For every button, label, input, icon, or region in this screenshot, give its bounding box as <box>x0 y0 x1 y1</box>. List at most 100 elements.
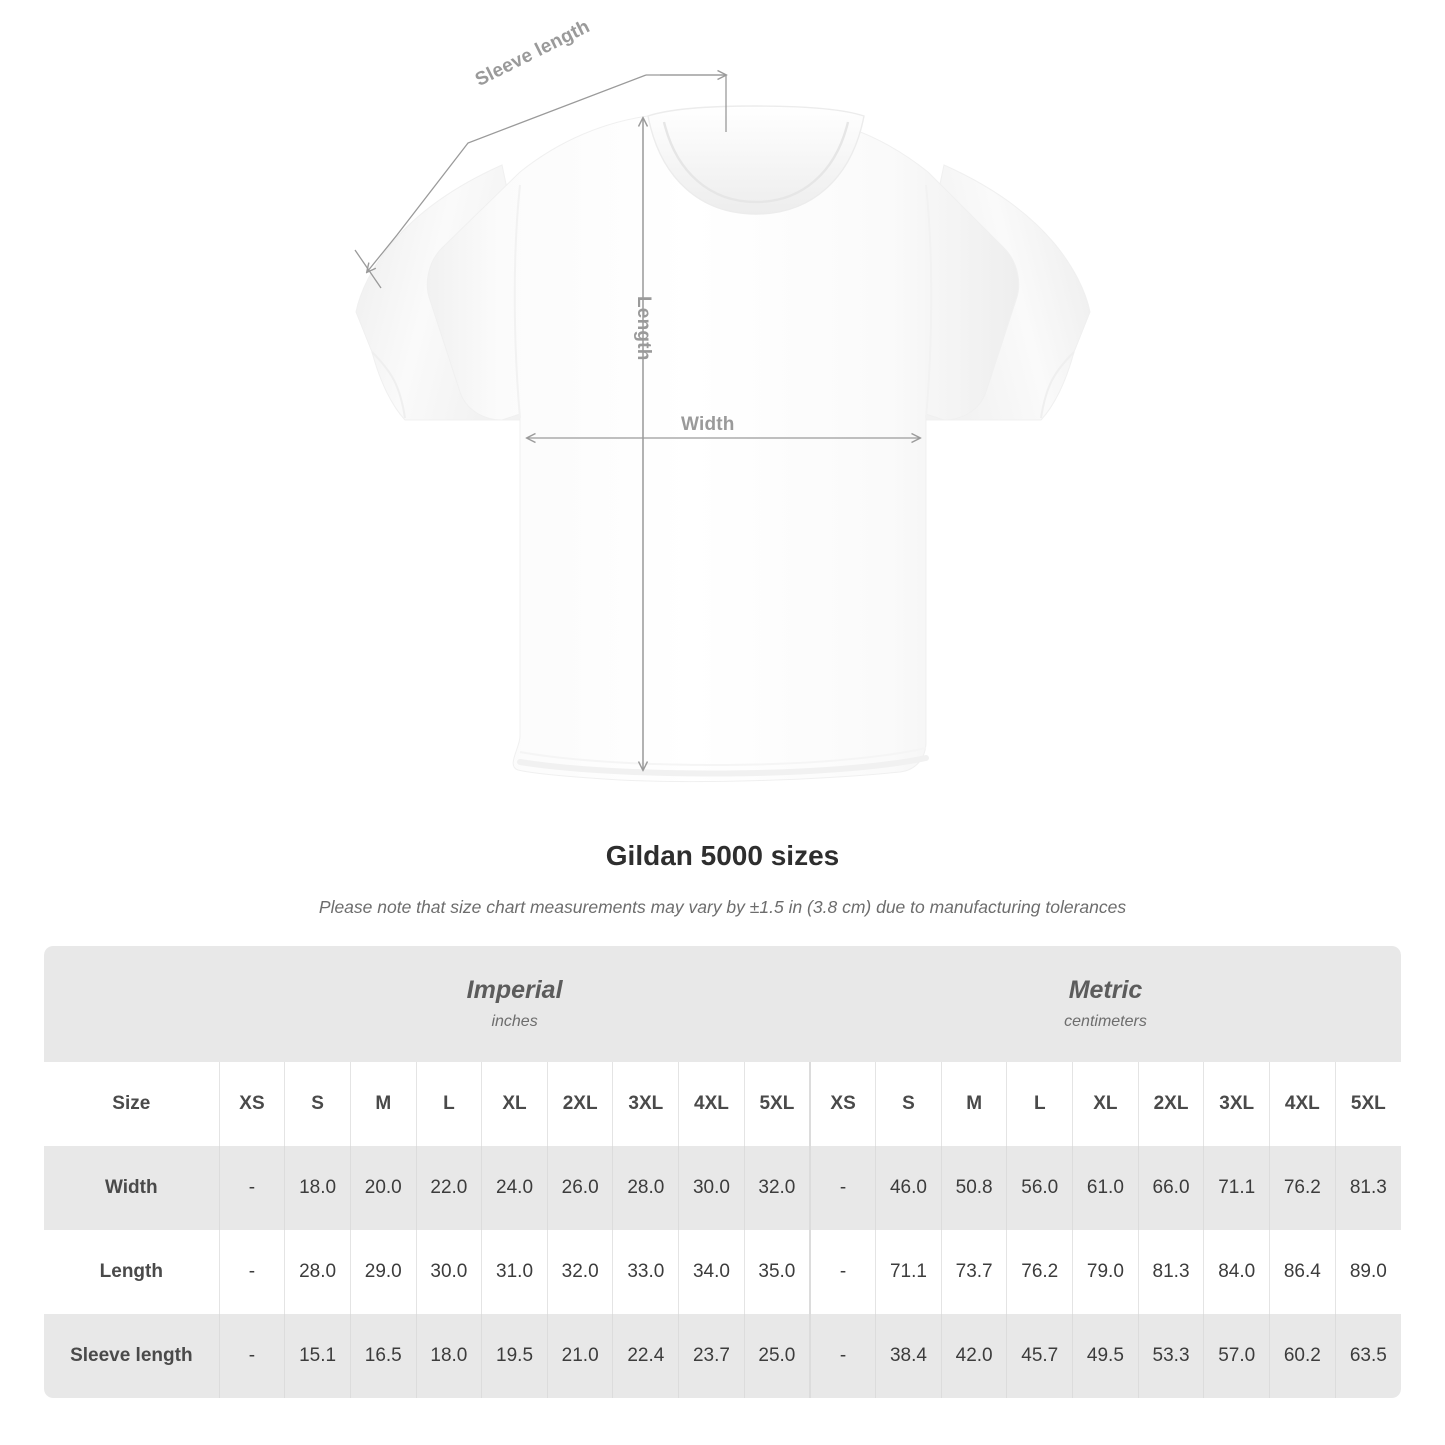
cell-width-metric-3xl: 71.1 <box>1203 1146 1270 1230</box>
cell-sleeve-length-metric-l: 45.7 <box>1006 1314 1073 1398</box>
cell-sleeve-length-metric-s: 38.4 <box>875 1314 942 1398</box>
cell-sleeve-length-imperial-3xl: 22.4 <box>612 1314 679 1398</box>
size-header-metric-4xl: 4XL <box>1269 1062 1336 1146</box>
size-header-imperial-xl: XL <box>481 1062 548 1146</box>
cell-width-metric-l: 56.0 <box>1006 1146 1073 1230</box>
table-row: Width -18.0 20.0 22.0 24.0 26.0 28.0 30.0 32.0-4… <box>44 1146 1401 1230</box>
cell-sleeve-length-imperial-5xl: 25.0 <box>743 1314 811 1398</box>
cell-length-metric-l: 76.2 <box>1006 1230 1073 1314</box>
size-header-imperial-3xl: 3XL <box>612 1062 679 1146</box>
unit-system-header-imperial: Imperial inches <box>219 946 811 1062</box>
cell-width-metric-s: 46.0 <box>875 1146 942 1230</box>
cell-width-imperial-2xl: 26.0 <box>546 1146 613 1230</box>
size-header-row: Size XS S M L XL 2XL 3XL 4XL 5XL XS S M L XL 2XL 3XL 4XL 5… <box>44 1062 1401 1146</box>
cell-width-imperial-s: 18.0 <box>284 1146 351 1230</box>
unit-system-name: Imperial <box>466 976 563 1004</box>
size-header-metric-s: S <box>875 1062 942 1146</box>
size-header-imperial-s: S <box>284 1062 351 1146</box>
cell-length-imperial-l: 30.0 <box>415 1230 482 1314</box>
cell-sleeve-length-metric-m: 42.0 <box>940 1314 1007 1398</box>
cell-length-imperial-4xl: 34.0 <box>678 1230 745 1314</box>
shirt-right-sleeve-seam <box>925 184 933 419</box>
measurement-label-length: Length <box>44 1230 220 1314</box>
shirt-hem-shadow <box>517 755 929 777</box>
cell-length-metric-5xl: 89.0 <box>1334 1230 1401 1314</box>
size-header-metric-3xl: 3XL <box>1203 1062 1270 1146</box>
cell-width-imperial-5xl: 32.0 <box>743 1146 811 1230</box>
size-column-header: Size <box>44 1062 220 1146</box>
unit-system-header-row: Imperial inches Metric centimeters <box>44 946 1401 1062</box>
measurement-label-width: Width <box>44 1146 220 1230</box>
shirt-right-cuff <box>1040 351 1075 419</box>
size-header-metric-l: L <box>1006 1062 1073 1146</box>
cell-sleeve-length-metric-5xl: 63.5 <box>1334 1314 1401 1398</box>
cell-width-imperial-4xl: 30.0 <box>678 1146 745 1230</box>
cell-length-metric-xs: - <box>809 1230 876 1314</box>
page-title: Gildan 5000 sizes <box>605 840 840 871</box>
unit-system-header-metric: Metric centimeters <box>810 946 1401 1062</box>
cell-length-metric-3xl: 84.0 <box>1203 1230 1270 1314</box>
table-row: Sleeve length -15.1 16.5 18.0 19.5 21.0 22.4 23… <box>44 1314 1401 1398</box>
cell-width-imperial-l: 22.0 <box>415 1146 482 1230</box>
size-header-imperial-4xl: 4XL <box>678 1062 745 1146</box>
shirt-body <box>426 111 1020 783</box>
cell-length-imperial-3xl: 33.0 <box>612 1230 679 1314</box>
cell-length-metric-s: 71.1 <box>875 1230 942 1314</box>
cell-sleeve-length-imperial-2xl: 21.0 <box>546 1314 613 1398</box>
unit-system-measure: inches <box>491 1013 538 1030</box>
cell-sleeve-length-metric-3xl: 57.0 <box>1203 1314 1270 1398</box>
cell-width-imperial-m: 20.0 <box>349 1146 417 1230</box>
size-header-imperial-2xl: 2XL <box>546 1062 613 1146</box>
measurement-label-sleeve-length: Sleeve length <box>44 1314 220 1398</box>
cell-width-metric-5xl: 81.3 <box>1334 1146 1401 1230</box>
cell-sleeve-length-metric-xl: 49.5 <box>1072 1314 1139 1398</box>
cell-length-imperial-5xl: 35.0 <box>743 1230 811 1314</box>
cell-width-metric-4xl: 76.2 <box>1269 1146 1336 1230</box>
size-header-imperial-m: M <box>349 1062 417 1146</box>
unit-system-measure: centimeters <box>1064 1013 1147 1030</box>
size-header-metric-xs: XS <box>809 1062 876 1146</box>
unit-row-spacer-left <box>44 946 220 1062</box>
shirt-hem-line <box>519 747 927 767</box>
size-chart-table-wrapper: Imperial inches Metric centimeters Size XS S M L… <box>44 946 1401 1398</box>
width-label: Width <box>681 414 735 435</box>
size-header-metric-2xl: 2XL <box>1137 1062 1204 1146</box>
cell-length-imperial-m: 29.0 <box>349 1230 417 1314</box>
cell-sleeve-length-imperial-xs: - <box>218 1314 285 1398</box>
size-chart-table: Imperial inches Metric centimeters Size XS S M L… <box>44 946 1401 1398</box>
length-label: Length <box>633 296 654 361</box>
shirt-left-sleeve-seam <box>513 184 521 419</box>
cell-sleeve-length-metric-xs: - <box>809 1314 876 1398</box>
cell-width-metric-2xl: 66.0 <box>1137 1146 1204 1230</box>
cell-length-imperial-xl: 31.0 <box>481 1230 548 1314</box>
cell-length-imperial-s: 28.0 <box>284 1230 351 1314</box>
cell-width-imperial-3xl: 28.0 <box>612 1146 679 1230</box>
chart-title-block: Gildan 5000 sizes Please note that size … <box>0 838 1445 918</box>
cell-width-metric-m: 50.8 <box>940 1146 1007 1230</box>
size-header-imperial-xs: XS <box>218 1062 285 1146</box>
cell-length-metric-m: 73.7 <box>940 1230 1007 1314</box>
size-header-metric-xl: XL <box>1072 1062 1139 1146</box>
tshirt-illustration <box>354 0 1091 783</box>
cell-sleeve-length-imperial-4xl: 23.7 <box>678 1314 745 1398</box>
cell-width-imperial-xl: 24.0 <box>481 1146 548 1230</box>
cell-width-metric-xl: 61.0 <box>1072 1146 1139 1230</box>
cell-sleeve-length-imperial-s: 15.1 <box>284 1314 351 1398</box>
shirt-left-cuff <box>371 351 406 419</box>
cell-width-metric-xs: - <box>809 1146 876 1230</box>
cell-length-metric-2xl: 81.3 <box>1137 1230 1204 1314</box>
cell-length-metric-4xl: 86.4 <box>1269 1230 1336 1314</box>
unit-system-name: Metric <box>1068 976 1143 1004</box>
tshirt-diagram: Sleeve length Length Width <box>354 0 1091 783</box>
sleeve-length-arrow <box>354 75 726 289</box>
cell-sleeve-length-metric-2xl: 53.3 <box>1137 1314 1204 1398</box>
size-header-imperial-5xl: 5XL <box>743 1062 811 1146</box>
cell-sleeve-length-imperial-m: 16.5 <box>349 1314 417 1398</box>
size-header-imperial-l: L <box>415 1062 482 1146</box>
size-header-metric-5xl: 5XL <box>1334 1062 1401 1146</box>
table-row: Length -28.0 29.0 30.0 31.0 32.0 33.0 34.0 35.0-… <box>44 1230 1401 1314</box>
cell-length-imperial-xs: - <box>218 1230 285 1314</box>
cell-sleeve-length-imperial-l: 18.0 <box>415 1314 482 1398</box>
cell-length-metric-xl: 79.0 <box>1072 1230 1139 1314</box>
shirt-collar-inner <box>662 121 850 204</box>
